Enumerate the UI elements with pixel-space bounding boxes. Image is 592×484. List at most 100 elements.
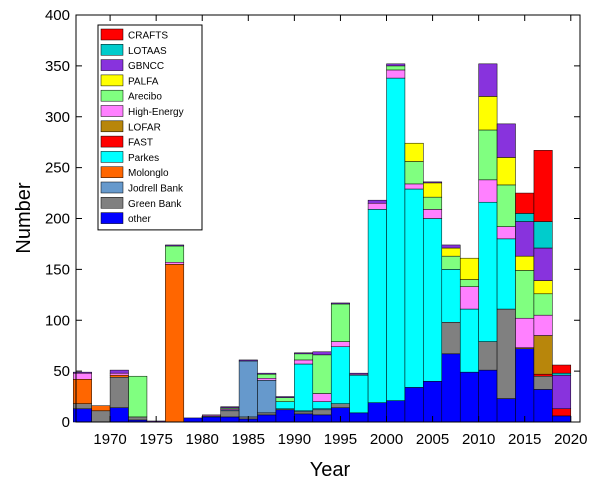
- bar-gbncc: [367, 199, 387, 204]
- bar-other: [201, 416, 221, 423]
- bar-green-bank: [294, 411, 314, 415]
- bar-palfa: [423, 182, 443, 198]
- bar-arecibo: [294, 353, 314, 361]
- legend-swatch: [100, 89, 124, 102]
- bar-gbncc: [220, 406, 240, 409]
- bar-high-energy: [496, 226, 516, 240]
- legend-label: FAST: [128, 138, 153, 149]
- bar-gbncc: [165, 244, 185, 247]
- bar-other: [275, 409, 295, 423]
- y-tick-label: 400: [45, 7, 70, 24]
- bar-crafts: [515, 192, 535, 214]
- legend-label: CRAFTS: [128, 31, 168, 42]
- bar-green-bank: [128, 416, 148, 421]
- bar-high-energy: [478, 179, 498, 203]
- bar-arecibo: [441, 255, 461, 270]
- x-axis-title: Year: [310, 459, 351, 481]
- legend-label: LOTAAS: [128, 46, 167, 57]
- bar-gbncc: [496, 123, 516, 158]
- bar-gbncc: [441, 244, 461, 249]
- legend-label: Arecibo: [128, 92, 162, 103]
- bar-parkes: [478, 201, 498, 342]
- legend-label: other: [128, 214, 151, 225]
- legend-label: Molonglo: [128, 168, 169, 179]
- bar-jodrell-bank: [238, 360, 258, 418]
- bar-high-energy: [515, 317, 535, 348]
- legend-label: Jodrell Bank: [128, 184, 184, 195]
- legend-swatch: [100, 120, 124, 133]
- ticks-layer: 1970 1975 1980 1985 1990 1995 2000 2005 2010 2015…: [45, 7, 588, 448]
- bar-green-bank: [441, 322, 461, 355]
- legend-swatch: [100, 105, 124, 117]
- bar-other: [515, 348, 535, 423]
- legend-label: GBNCC: [128, 61, 164, 72]
- bar-fast: [533, 373, 553, 377]
- bar-green-bank: [330, 403, 350, 409]
- bar-palfa: [404, 142, 424, 162]
- legend-swatch: [100, 166, 124, 178]
- bar-other: [312, 414, 332, 423]
- bar-high-energy: [533, 314, 553, 336]
- bar-other: [552, 415, 572, 423]
- x-tick-label: 1990: [278, 431, 311, 448]
- bar-arecibo: [496, 184, 516, 227]
- bar-other: [349, 412, 369, 423]
- bar-gbncc: [423, 181, 443, 184]
- x-tick-label: 2005: [416, 431, 449, 448]
- bar-molonglo: [165, 264, 185, 423]
- bar-other: [109, 407, 129, 423]
- bar-arecibo: [515, 270, 535, 319]
- bar-arecibo: [312, 354, 332, 394]
- y-tick-label: 100: [45, 312, 70, 329]
- bar-high-energy: [367, 202, 387, 210]
- bar-other: [367, 402, 387, 423]
- y-axis-title: Number: [13, 182, 35, 253]
- bar-lofar: [533, 335, 553, 375]
- bar-parkes: [386, 77, 406, 401]
- bar-other: [459, 371, 479, 423]
- legend-swatch: [100, 181, 124, 194]
- legend-swatch: [100, 197, 124, 209]
- bar-other: [183, 417, 203, 423]
- legend-swatch: [100, 59, 124, 71]
- y-tick-label: 250: [45, 160, 70, 177]
- x-tick-label: 2020: [554, 431, 587, 448]
- bar-other: [257, 414, 277, 423]
- bar-palfa: [478, 96, 498, 131]
- bar-gbncc: [294, 352, 314, 355]
- bar-gbncc: [349, 372, 369, 375]
- bar-green-bank: [220, 410, 240, 418]
- bar-gbncc: [238, 359, 258, 362]
- bar-gbncc: [515, 221, 535, 257]
- y-tick-label: 150: [45, 261, 70, 278]
- bar-fast: [552, 408, 572, 417]
- bar-parkes: [459, 308, 479, 373]
- bar-gbncc: [275, 396, 295, 398]
- bar-other: [220, 416, 240, 423]
- bar-palfa: [496, 157, 516, 186]
- bar-high-energy: [257, 378, 277, 381]
- bar-parkes: [367, 209, 387, 403]
- bar-high-energy: [330, 341, 350, 347]
- bar-gbncc: [257, 372, 277, 375]
- bar-other: [478, 369, 498, 423]
- bar-parkes: [312, 401, 332, 410]
- bar-gbncc: [330, 302, 350, 305]
- x-tick-label: 2000: [370, 431, 403, 448]
- bar-green-bank: [109, 376, 129, 409]
- legend-swatch: [100, 135, 124, 148]
- x-tick-label: 1995: [324, 431, 357, 448]
- bar-lotaas: [552, 372, 572, 376]
- bar-gbncc: [386, 63, 406, 67]
- bar-arecibo: [330, 303, 350, 342]
- legend-label: Parkes: [128, 153, 159, 164]
- bar-green-bank: [496, 308, 516, 399]
- y-tick-label: 200: [45, 211, 70, 228]
- bar-green-bank: [91, 410, 111, 423]
- bar-arecibo: [533, 293, 553, 316]
- bar-arecibo: [478, 129, 498, 181]
- x-tick-label: 1975: [139, 431, 172, 448]
- x-tick-label: 1970: [93, 431, 126, 448]
